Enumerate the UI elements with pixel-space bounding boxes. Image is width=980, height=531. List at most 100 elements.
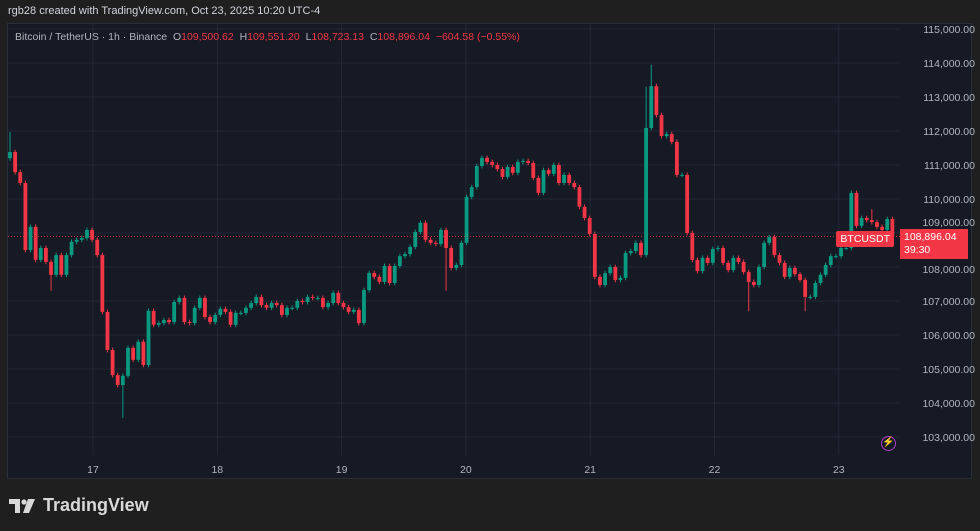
candle-down	[449, 247, 454, 269]
candles	[8, 64, 895, 418]
price-tick-label: 104,000.00	[922, 398, 975, 410]
candle-down	[639, 242, 643, 256]
candle-up	[54, 255, 59, 275]
candle-down	[567, 174, 572, 184]
candle-up	[295, 301, 300, 308]
price-tick-label: 107,000.00	[922, 296, 975, 308]
candle-down	[675, 141, 679, 175]
candle-up	[844, 247, 849, 249]
price-tick-label: 113,000.00	[923, 92, 975, 104]
candle-down	[736, 257, 741, 262]
candle-up	[162, 320, 166, 324]
candle-up	[382, 265, 387, 282]
candle-down	[387, 265, 392, 283]
candle-up	[731, 257, 736, 271]
close-value: 108,896.04	[377, 31, 430, 43]
candle-down	[259, 296, 264, 306]
lightning-icon[interactable]: ⚡	[881, 436, 896, 451]
candle-down	[613, 267, 618, 280]
candle-up	[521, 160, 525, 162]
candle-down	[18, 172, 23, 184]
candle-up	[480, 157, 484, 167]
candle-down	[592, 234, 597, 277]
candle-down	[274, 303, 279, 306]
candle-down	[346, 307, 351, 312]
candle-up	[762, 242, 767, 267]
last-price-value: 108,896.04	[904, 231, 957, 243]
candle-up	[120, 375, 125, 385]
time-tick-label: 21	[584, 464, 596, 476]
candle-down	[90, 229, 94, 240]
chart-credit: rgb28 created with TradingView.com, Oct …	[8, 5, 321, 17]
candle-up	[397, 256, 402, 266]
candle-up	[28, 226, 33, 250]
candle-down	[151, 310, 156, 325]
candle-down	[33, 226, 38, 260]
candle-up	[603, 273, 607, 286]
candle-down	[44, 247, 48, 262]
candle-up	[233, 312, 238, 325]
time-axis: 17 18 19 20 21 22 23	[87, 464, 845, 476]
candle-up	[351, 309, 356, 312]
candle-down	[685, 174, 690, 233]
candle-up	[710, 248, 715, 263]
candle-down	[167, 320, 171, 323]
candle-down	[782, 262, 787, 277]
candle-up	[808, 296, 813, 298]
time-tick-label: 23	[833, 464, 845, 476]
candle-down	[777, 255, 782, 263]
candle-up	[623, 253, 628, 278]
candle-down	[341, 303, 346, 308]
candle-up	[459, 242, 464, 265]
candle-down	[95, 239, 100, 256]
candle-down	[310, 296, 315, 298]
candle-up	[290, 307, 295, 309]
candle-down	[510, 167, 515, 173]
candle-up	[885, 219, 890, 230]
candle-down	[423, 222, 428, 240]
candle-up	[474, 166, 479, 188]
candle-down	[726, 262, 731, 271]
open-value: 109,500.62	[181, 31, 234, 43]
candle-down	[598, 276, 602, 286]
candle-down	[792, 268, 797, 275]
candle-up	[177, 297, 182, 303]
candle-up	[254, 296, 259, 304]
candle-down	[798, 274, 802, 280]
candle-down	[803, 279, 808, 297]
candle-down	[695, 259, 700, 272]
candle-down	[208, 316, 212, 323]
candle-down	[705, 257, 710, 263]
candle-up	[305, 296, 310, 303]
candle-down	[880, 226, 884, 230]
candle-up	[408, 246, 413, 255]
candle-up	[828, 256, 833, 265]
candle-down	[690, 233, 695, 260]
candle-down	[228, 311, 233, 325]
candle-down	[13, 152, 18, 173]
candle-down	[557, 165, 561, 184]
candle-down	[890, 219, 895, 237]
candle-down	[105, 311, 110, 350]
candle-down	[336, 292, 341, 304]
candle-up	[213, 314, 218, 323]
candle-up	[269, 303, 274, 308]
candle-up	[515, 161, 520, 173]
candle-down	[772, 237, 777, 256]
time-tick-label: 17	[87, 464, 99, 476]
candle-down	[100, 255, 105, 312]
symbol-description: Bitcoin / TetherUS · 1h · Binance	[15, 31, 168, 43]
candle-up	[834, 256, 838, 258]
open-label: O	[172, 31, 182, 43]
candle-down	[49, 261, 53, 275]
candle-up	[218, 308, 223, 315]
candle-up	[664, 134, 669, 137]
time-tick-label: 19	[336, 464, 348, 476]
candle-down	[141, 341, 146, 365]
bar-countdown: 39:30	[904, 244, 931, 256]
candle-down	[444, 229, 448, 248]
candle-down	[321, 297, 325, 308]
candle-down	[864, 218, 869, 221]
candle-up	[618, 277, 623, 280]
